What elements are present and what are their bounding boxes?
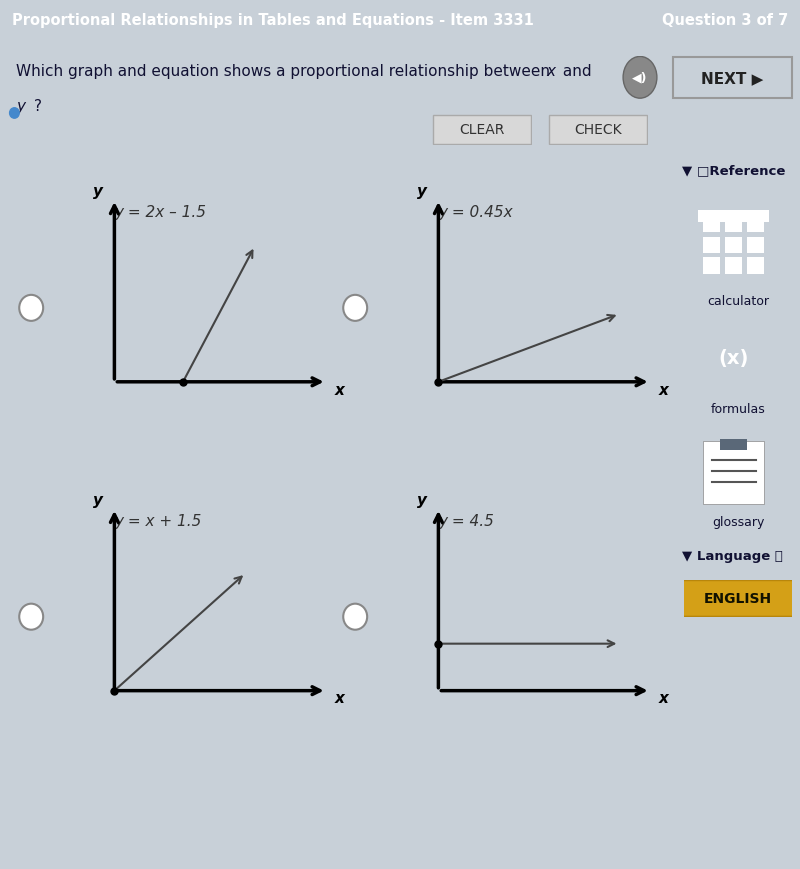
FancyBboxPatch shape (549, 116, 647, 144)
Bar (698, 211, 769, 222)
Text: glossary: glossary (712, 516, 764, 528)
Text: Proportional Relationships in Tables and Equations - Item 3331: Proportional Relationships in Tables and… (12, 13, 534, 29)
Bar (725, 258, 742, 275)
Text: ◀): ◀) (632, 72, 648, 84)
Text: x: x (658, 382, 668, 397)
FancyBboxPatch shape (433, 116, 531, 144)
Bar (747, 237, 765, 254)
FancyBboxPatch shape (673, 58, 792, 98)
Text: CLEAR: CLEAR (459, 123, 505, 137)
Text: y = 4.5: y = 4.5 (438, 514, 494, 528)
Text: x: x (334, 691, 344, 706)
Circle shape (343, 604, 367, 630)
Text: y = 2x – 1.5: y = 2x – 1.5 (114, 205, 206, 220)
Circle shape (623, 57, 657, 99)
Text: x: x (658, 691, 668, 706)
Text: y: y (93, 493, 102, 507)
Text: y = x + 1.5: y = x + 1.5 (114, 514, 202, 528)
Text: CHECK: CHECK (574, 123, 622, 137)
Text: (x): (x) (718, 349, 749, 368)
Text: Which graph and equation shows a proportional relationship between: Which graph and equation shows a proport… (16, 63, 554, 79)
Text: y: y (93, 184, 102, 199)
Bar (703, 237, 721, 254)
Bar (725, 216, 742, 233)
Bar (703, 441, 765, 505)
Bar (703, 258, 721, 275)
Circle shape (19, 604, 43, 630)
Circle shape (343, 295, 367, 322)
Text: x: x (334, 382, 344, 397)
FancyBboxPatch shape (680, 580, 796, 617)
Text: ?: ? (34, 99, 42, 115)
Text: ▼ Language ⓘ: ▼ Language ⓘ (682, 550, 783, 562)
Text: y: y (417, 184, 426, 199)
Text: NEXT ▶: NEXT ▶ (702, 70, 763, 86)
Text: and: and (558, 63, 592, 79)
Bar (703, 216, 721, 233)
Text: ENGLISH: ENGLISH (704, 592, 772, 606)
Text: y: y (16, 99, 25, 115)
Text: x: x (546, 63, 555, 79)
Bar (747, 216, 765, 233)
Bar (747, 258, 765, 275)
Circle shape (19, 295, 43, 322)
Bar (725, 237, 742, 254)
Text: ▼ □Reference: ▼ □Reference (682, 164, 786, 176)
Text: Question 3 of 7: Question 3 of 7 (662, 13, 788, 29)
Bar (720, 440, 747, 451)
Text: calculator: calculator (707, 295, 769, 307)
Text: y = 0.45x: y = 0.45x (438, 205, 513, 220)
Text: y: y (417, 493, 426, 507)
Text: formulas: formulas (710, 403, 766, 415)
